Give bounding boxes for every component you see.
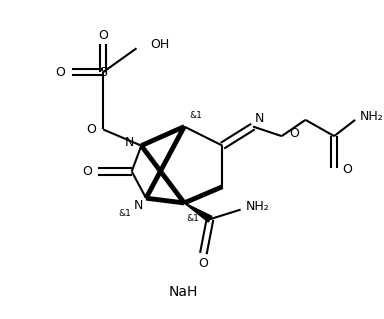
Polygon shape bbox=[184, 203, 212, 222]
Text: O: O bbox=[289, 127, 299, 140]
Text: O: O bbox=[82, 165, 92, 178]
Text: S: S bbox=[99, 66, 107, 79]
Text: O: O bbox=[55, 66, 65, 79]
Text: &1: &1 bbox=[186, 214, 199, 223]
Text: N: N bbox=[134, 199, 143, 212]
Text: NH₂: NH₂ bbox=[360, 109, 384, 122]
Text: &1: &1 bbox=[189, 111, 202, 120]
Text: NH₂: NH₂ bbox=[245, 200, 269, 213]
Text: NaH: NaH bbox=[169, 285, 198, 299]
Text: O: O bbox=[98, 29, 108, 42]
Text: O: O bbox=[87, 123, 97, 136]
Text: OH: OH bbox=[150, 38, 169, 51]
Text: N: N bbox=[255, 112, 264, 125]
Text: &1: &1 bbox=[118, 209, 131, 218]
Text: O: O bbox=[199, 256, 208, 270]
Text: N: N bbox=[124, 136, 134, 149]
Text: O: O bbox=[342, 163, 352, 176]
